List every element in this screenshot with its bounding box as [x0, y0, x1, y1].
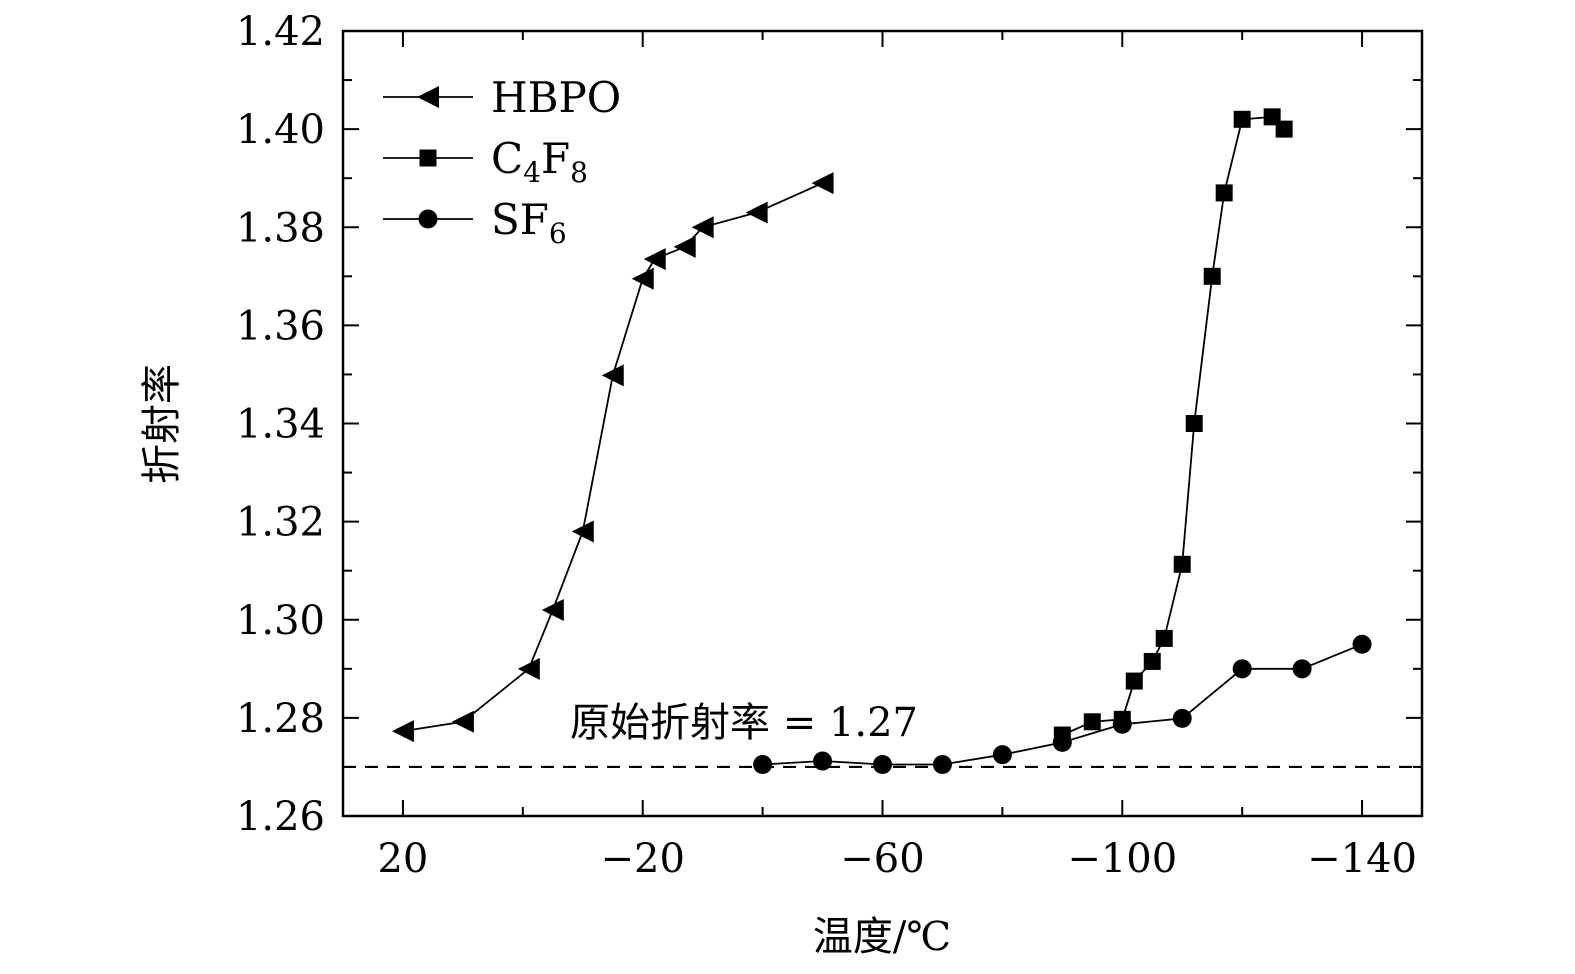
y-tick-label: 1.32 — [236, 500, 325, 546]
data-point-hbpo — [601, 364, 624, 387]
data-point-hbpo — [631, 267, 654, 290]
data-point-sf6 — [1112, 714, 1132, 734]
data-point-hbpo — [571, 520, 594, 543]
y-axis-title: 折射率 — [139, 364, 185, 484]
data-point-sf6 — [1292, 659, 1312, 679]
legend-label-c4f8: C4F8 — [491, 134, 588, 189]
legend-label-hbpo: HBPO — [491, 73, 621, 122]
plot-area — [343, 108, 1422, 774]
series-line-c4f8 — [1061, 115, 1285, 736]
x-tick-label: −100 — [1067, 836, 1177, 882]
series-line-hbpo — [402, 182, 823, 732]
data-point-c4f8 — [1233, 110, 1251, 128]
data-point-c4f8 — [1125, 672, 1143, 690]
series-hbpo — [391, 172, 834, 743]
legend-marker-sf6 — [418, 209, 438, 229]
y-tick-label: 1.42 — [236, 9, 325, 55]
x-tick-label: −20 — [601, 836, 685, 882]
data-point-hbpo — [673, 235, 696, 258]
legend-marker-c4f8 — [419, 149, 437, 167]
y-tick-label: 1.28 — [236, 696, 325, 742]
y-tick-label: 1.40 — [236, 107, 325, 153]
y-tick-label: 1.38 — [236, 205, 325, 251]
data-point-sf6 — [873, 754, 892, 774]
data-point-sf6 — [1052, 732, 1072, 752]
legend-label-sf6: SF6 — [491, 195, 567, 250]
data-point-hbpo — [745, 201, 768, 224]
y-tick-label: 1.36 — [236, 303, 325, 349]
data-point-hbpo — [541, 598, 564, 621]
data-point-hbpo — [451, 710, 474, 733]
data-point-hbpo — [391, 720, 414, 743]
data-point-c4f8 — [1203, 267, 1221, 285]
data-point-hbpo — [691, 216, 714, 239]
legend: HBPO C4F8 SF6 — [383, 73, 621, 250]
data-point-hbpo — [811, 172, 834, 195]
x-tick-label: 20 — [377, 836, 428, 882]
data-point-hbpo — [517, 657, 540, 680]
data-point-sf6 — [753, 754, 773, 774]
data-point-c4f8 — [1275, 120, 1293, 138]
axes: 1.26 1.28 1.30 1.32 1.34 1.36 1.38 1.40 1.42 20 −2… — [236, 9, 1424, 882]
data-point-c4f8 — [1173, 555, 1191, 573]
legend-item-hbpo: HBPO — [383, 73, 621, 122]
x-tick-label: −140 — [1307, 836, 1417, 882]
x-tick-label: −60 — [840, 836, 924, 882]
data-point-sf6 — [1352, 634, 1372, 654]
data-point-c4f8 — [1215, 184, 1233, 202]
legend-marker-hbpo — [417, 86, 439, 108]
data-point-sf6 — [932, 754, 952, 774]
data-point-sf6 — [1172, 708, 1192, 728]
data-point-c4f8 — [1185, 415, 1203, 432]
y-tick-label: 1.34 — [236, 402, 325, 448]
legend-item-c4f8: C4F8 — [383, 134, 588, 189]
y-tick-label: 1.26 — [236, 794, 325, 840]
data-point-c4f8 — [1143, 652, 1161, 670]
data-point-sf6 — [813, 751, 833, 771]
x-axis-title: 温度/℃ — [813, 914, 951, 960]
reference-line-label: 原始折射率 = 1.27 — [570, 700, 918, 746]
data-point-c4f8 — [1083, 713, 1101, 731]
legend-item-sf6: SF6 — [383, 195, 567, 250]
series-c4f8 — [1053, 108, 1293, 744]
series-sf6 — [753, 634, 1372, 774]
data-point-c4f8 — [1155, 629, 1173, 647]
data-point-hbpo — [643, 248, 666, 271]
data-point-sf6 — [992, 745, 1012, 765]
y-tick-label: 1.30 — [236, 598, 325, 644]
data-point-sf6 — [1232, 659, 1252, 679]
